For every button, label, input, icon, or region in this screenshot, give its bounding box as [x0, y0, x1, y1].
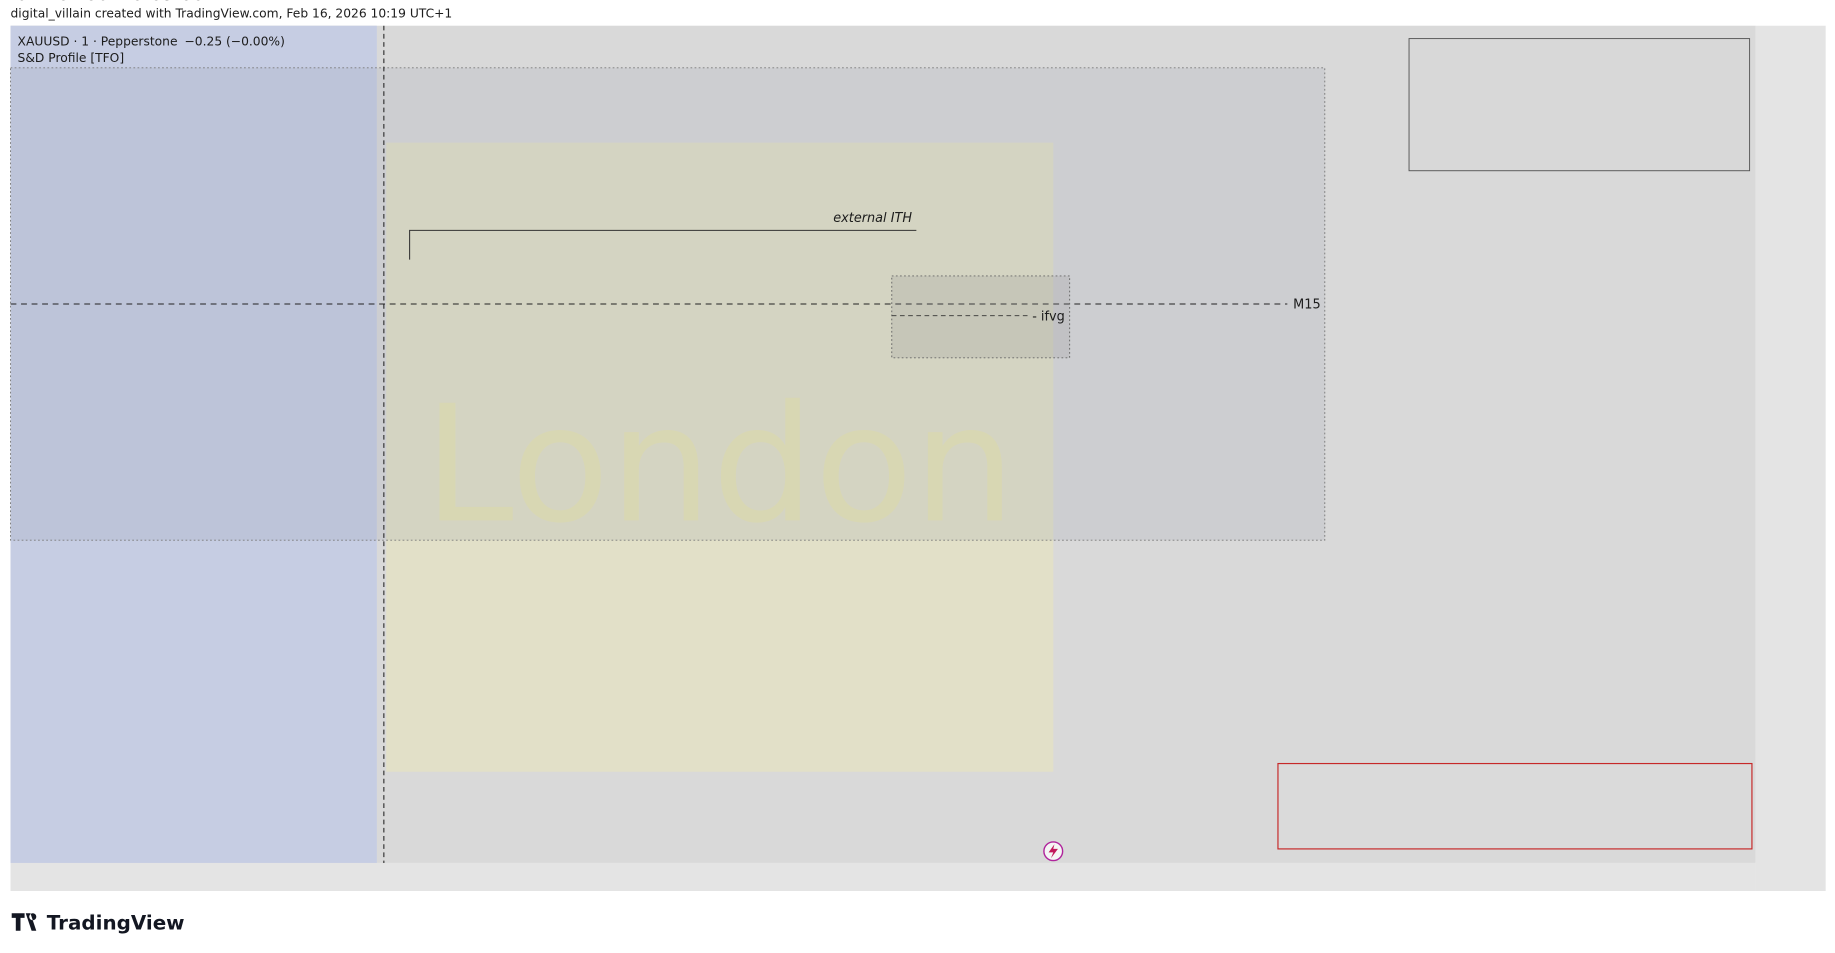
ifvg-label: - ifvg	[1032, 309, 1065, 324]
alert-bolt	[1048, 844, 1058, 859]
logo-mark	[11, 913, 37, 931]
london-session-zone	[386, 142, 1054, 772]
indicator: S&D Profile [TFO]	[18, 51, 125, 65]
m15-label: M15	[1293, 298, 1320, 313]
rules-box	[1277, 762, 1753, 850]
symbol-name: XAUUSD · 1 · Pepperstone	[18, 35, 178, 49]
price-axis	[1755, 25, 1826, 892]
logo-text: TradingView	[47, 912, 185, 935]
external-ith-line	[409, 229, 917, 260]
crosshair-date: Mon 16 Feb '26	[0, 0, 143, 5]
ifvg-box	[891, 275, 1071, 359]
crosshair-label: Mon 16 Feb '26 09:00	[0, 0, 204, 5]
symbol: XAUUSD · 1 · Pepperstone −0.25 (−0.00%)	[18, 35, 285, 49]
symbol-change: −0.25 (−0.00%)	[185, 35, 285, 49]
time-axis	[10, 862, 1756, 892]
asia-session-zone	[10, 25, 377, 863]
crosshair-time: 09:00	[150, 0, 204, 5]
external-ith-label: external ITH	[833, 211, 912, 226]
header: digital_villain created with TradingView…	[11, 7, 453, 21]
stage: digital_villain created with TradingView…	[0, 0, 1826, 935]
notes-box	[1408, 38, 1751, 172]
x-axis: Mon 16 Feb '26 09:00	[0, 0, 204, 5]
session-watermark: London	[424, 371, 1016, 559]
